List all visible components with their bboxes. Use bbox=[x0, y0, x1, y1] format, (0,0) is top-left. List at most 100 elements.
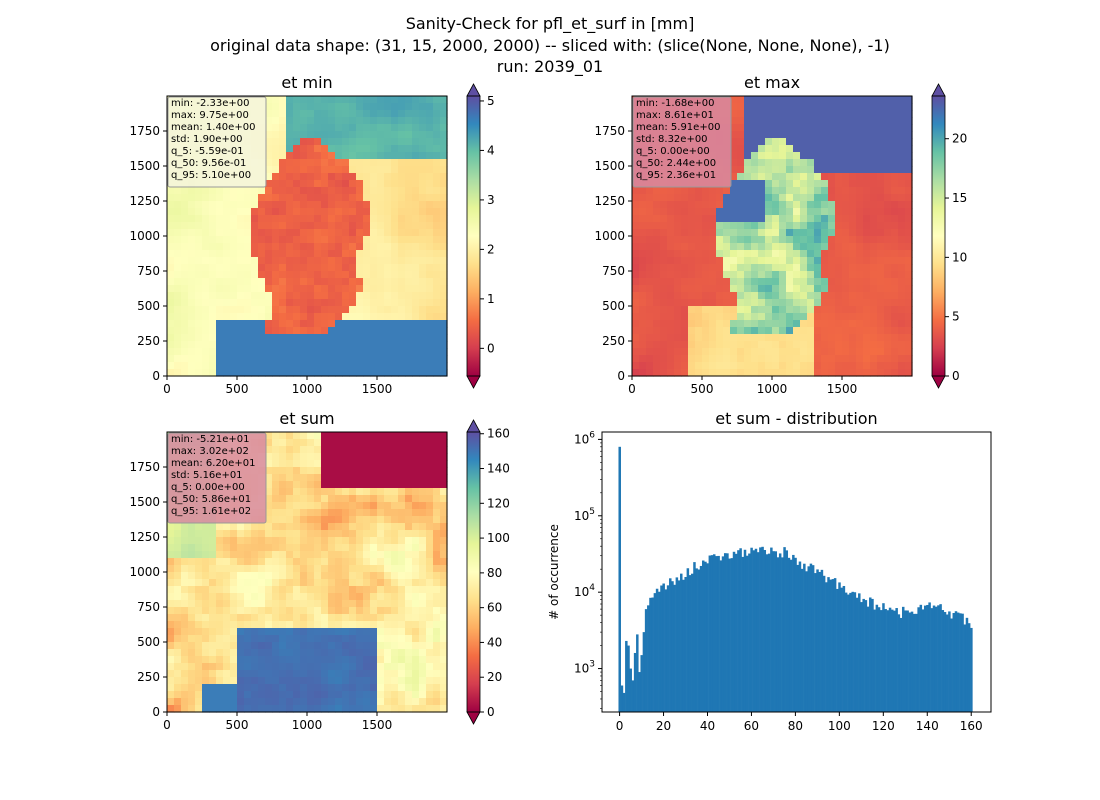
raster-cell bbox=[737, 348, 745, 356]
raster-cell bbox=[681, 348, 689, 356]
raster-cell bbox=[695, 313, 703, 321]
raster-cell bbox=[272, 292, 280, 300]
raster-cell bbox=[398, 677, 406, 685]
raster-cell bbox=[405, 117, 413, 125]
raster-cell bbox=[342, 649, 350, 657]
raster-cell bbox=[758, 299, 766, 307]
raster-cell bbox=[272, 271, 280, 279]
raster-cell bbox=[202, 684, 210, 692]
raster-cell bbox=[674, 362, 682, 370]
raster-cell bbox=[891, 166, 899, 174]
raster-cell bbox=[293, 488, 301, 496]
raster-cell bbox=[300, 264, 308, 272]
raster-cell bbox=[405, 208, 413, 216]
raster-cell bbox=[356, 467, 364, 475]
raster-cell bbox=[195, 628, 203, 636]
raster-cell bbox=[828, 299, 836, 307]
stats-line: q_50: 2.44e+00 bbox=[636, 158, 716, 169]
raster-cell bbox=[391, 320, 399, 328]
raster-cell bbox=[272, 124, 280, 132]
raster-cell bbox=[272, 691, 280, 699]
raster-cell bbox=[286, 138, 294, 146]
raster-cell bbox=[772, 264, 780, 272]
raster-cell bbox=[891, 313, 899, 321]
raster-cell bbox=[405, 348, 413, 356]
raster-cell bbox=[300, 271, 308, 279]
raster-cell bbox=[258, 243, 266, 251]
raster-cell bbox=[898, 215, 906, 223]
raster-cell bbox=[195, 313, 203, 321]
raster-cell bbox=[398, 138, 406, 146]
raster-cell bbox=[167, 579, 175, 587]
raster-cell bbox=[272, 446, 280, 454]
raster-cell bbox=[293, 523, 301, 531]
raster-cell bbox=[335, 684, 343, 692]
raster-cell bbox=[800, 229, 808, 237]
raster-cell bbox=[758, 208, 766, 216]
raster-cell bbox=[265, 621, 273, 629]
raster-cell bbox=[856, 117, 864, 125]
raster-cell bbox=[870, 180, 878, 188]
raster-cell bbox=[646, 306, 654, 314]
raster-cell bbox=[258, 362, 266, 370]
raster-cell bbox=[188, 348, 196, 356]
raster-cell bbox=[800, 138, 808, 146]
raster-cell bbox=[342, 236, 350, 244]
raster-cell bbox=[272, 201, 280, 209]
raster-cell bbox=[279, 481, 287, 489]
raster-cell bbox=[751, 257, 759, 265]
raster-cell bbox=[342, 516, 350, 524]
raster-cell bbox=[709, 299, 717, 307]
raster-cell bbox=[849, 320, 857, 328]
raster-cell bbox=[356, 432, 364, 440]
raster-cell bbox=[370, 453, 378, 461]
raster-cell bbox=[412, 621, 420, 629]
raster-cell bbox=[891, 110, 899, 118]
raster-cell bbox=[307, 649, 315, 657]
raster-cell bbox=[174, 215, 182, 223]
raster-cell bbox=[730, 264, 738, 272]
raster-cell bbox=[314, 467, 322, 475]
raster-cell bbox=[391, 642, 399, 650]
raster-cell bbox=[440, 355, 448, 363]
raster-cell bbox=[723, 278, 731, 286]
raster-cell bbox=[412, 271, 420, 279]
raster-cell bbox=[356, 96, 364, 104]
raster-cell bbox=[877, 348, 885, 356]
raster-cell bbox=[440, 222, 448, 230]
raster-cell bbox=[174, 558, 182, 566]
x-tick-label: 0 bbox=[628, 382, 636, 396]
y-tick-label: 1250 bbox=[594, 194, 625, 208]
raster-cell bbox=[765, 117, 773, 125]
raster-cell bbox=[377, 131, 385, 139]
raster-cell bbox=[807, 180, 815, 188]
raster-cell bbox=[863, 278, 871, 286]
raster-cell bbox=[709, 292, 717, 300]
raster-cell bbox=[202, 264, 210, 272]
raster-cell bbox=[674, 243, 682, 251]
raster-cell bbox=[279, 208, 287, 216]
raster-cell bbox=[286, 705, 294, 713]
raster-cell bbox=[384, 131, 392, 139]
raster-cell bbox=[751, 124, 759, 132]
raster-cell bbox=[412, 334, 420, 342]
raster-cell bbox=[398, 362, 406, 370]
raster-cell bbox=[209, 194, 217, 202]
raster-cell bbox=[688, 285, 696, 293]
raster-cell bbox=[377, 96, 385, 104]
raster-cell bbox=[426, 285, 434, 293]
raster-cell bbox=[695, 348, 703, 356]
raster-cell bbox=[300, 439, 308, 447]
raster-cell bbox=[370, 355, 378, 363]
histogram-bar bbox=[627, 645, 630, 712]
raster-cell bbox=[891, 180, 899, 188]
raster-cell bbox=[188, 607, 196, 615]
raster-cell bbox=[814, 236, 822, 244]
raster-cell bbox=[230, 677, 238, 685]
raster-cell bbox=[391, 628, 399, 636]
raster-cell bbox=[314, 264, 322, 272]
raster-cell bbox=[779, 152, 787, 160]
raster-cell bbox=[286, 516, 294, 524]
raster-cell bbox=[646, 250, 654, 258]
raster-cell bbox=[653, 285, 661, 293]
